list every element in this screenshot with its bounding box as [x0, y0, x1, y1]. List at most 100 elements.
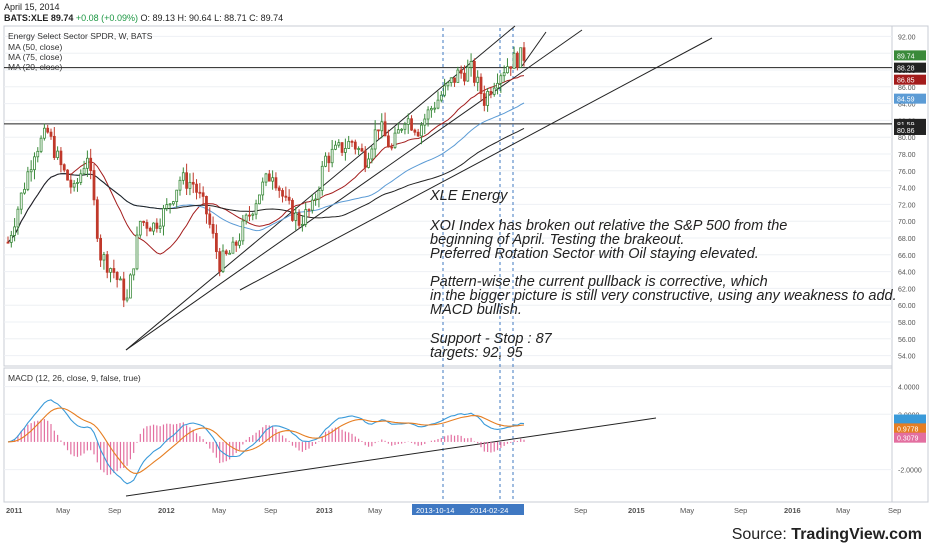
candle-body: [228, 252, 232, 255]
trend-line: [521, 31, 547, 67]
candle-body: [198, 191, 202, 194]
chart-date: April 15, 2014: [4, 2, 60, 12]
candle-body: [515, 52, 519, 68]
candle-body: [165, 204, 169, 209]
candle-body: [119, 278, 122, 281]
candle-body: [310, 199, 314, 211]
macd-pane[interactable]: [3, 367, 893, 503]
candle-body: [367, 158, 370, 168]
time-axis-label: May: [56, 506, 70, 515]
candle-body: [201, 192, 205, 197]
candle-body: [29, 169, 33, 173]
macd-trend-line: [125, 417, 657, 497]
price-tick-label: 72.00: [898, 202, 916, 209]
study-ma-20[interactable]: MA (20, close): [8, 62, 63, 72]
candle-body: [400, 128, 404, 131]
candle-body: [456, 69, 460, 83]
candle-body: [386, 135, 390, 148]
candle-body: [82, 167, 86, 175]
candle-body: [95, 199, 99, 239]
price-tag: [894, 62, 926, 73]
macd-value-tag-label: 0.3079: [897, 436, 919, 443]
candle-body: [463, 72, 466, 82]
macd-pane-title[interactable]: MACD (12, 26, close, 9, false, true): [8, 373, 141, 383]
time-axis-label: Sep: [888, 506, 901, 515]
ohlc-readout: BATS:XLE 89.74 +0.08 (+0.09%) O: 89.13 H…: [4, 13, 283, 23]
trend-line: [239, 37, 713, 291]
price-tag: [894, 118, 926, 129]
candle-body: [300, 223, 304, 226]
annotation-line-5: in the bigger picture is still very cons…: [430, 288, 897, 304]
price-tag-label: 80.86: [897, 128, 915, 135]
candle-body: [191, 181, 195, 185]
candle-body: [251, 213, 255, 216]
price-tick-label: 70.00: [898, 219, 916, 226]
macd-tick-label: 4.0000: [898, 385, 920, 392]
candle-body: [271, 177, 275, 182]
candle-body: [89, 157, 93, 171]
study-ma-50[interactable]: MA (50, close): [8, 42, 63, 52]
candle-body: [26, 171, 30, 190]
candle-body: [175, 189, 179, 203]
price-tick-label: 80.00: [898, 135, 916, 142]
candle-body: [125, 297, 129, 301]
candle-body: [453, 77, 456, 83]
time-axis-label: May: [368, 506, 382, 515]
candle-body: [162, 207, 165, 227]
candle-body: [439, 94, 443, 101]
candle-body: [343, 148, 347, 153]
candle-body: [287, 196, 291, 201]
time-axis-highlight-label: 2013-10-14: [416, 506, 454, 515]
candle-body: [512, 52, 516, 69]
annotation-line-6: MACD bullish.: [430, 302, 522, 318]
open-value: O: 89.13: [140, 13, 175, 23]
price-tick-label: 92.00: [898, 34, 916, 41]
candle-body: [99, 237, 103, 261]
candle-body: [347, 140, 351, 149]
price-tick-label: 86.00: [898, 85, 916, 92]
candle-body: [244, 214, 248, 222]
candle-body: [214, 232, 218, 253]
candle-body: [185, 172, 189, 189]
candle-body: [105, 254, 109, 273]
candle-body: [449, 77, 453, 83]
time-axis-label: Sep: [574, 506, 587, 515]
time-axis-highlight-label: 2014-02-24: [470, 506, 508, 515]
price-change: +0.08 (+0.09%): [75, 13, 138, 23]
candle-body: [135, 234, 139, 270]
candle-body: [466, 66, 470, 82]
annotation-line-2: beginning of April. Testing the brakeout…: [430, 232, 685, 248]
close-value: C: 89.74: [249, 13, 284, 23]
macd-series: [7, 399, 525, 485]
price-tick-label: 58.00: [898, 320, 916, 327]
annotation-heading: XLE Energy: [430, 188, 508, 204]
candle-body: [178, 179, 182, 191]
vertical-marker-lines: [442, 28, 514, 500]
candle-body: [502, 72, 506, 77]
candle-body: [128, 274, 132, 299]
candle-body: [241, 220, 245, 242]
price-tag-label: 86.85: [897, 78, 915, 85]
candle-body: [188, 181, 192, 189]
price-tick-label: 60.00: [898, 303, 916, 310]
candle-body: [499, 75, 503, 84]
annotation-line-3: Preferred Rotation Sector with Oil stayi…: [430, 246, 759, 262]
candle-body: [155, 222, 159, 229]
candlestick-series: [6, 42, 526, 308]
macd-line: [7, 399, 525, 485]
time-highlight-tag: [412, 504, 470, 515]
candle-body: [410, 118, 413, 131]
candle-body: [13, 226, 17, 236]
price-tick-label: 76.00: [898, 169, 916, 176]
candle-body: [393, 132, 397, 148]
price-tick-label: 68.00: [898, 236, 916, 243]
study-ma-75[interactable]: MA (75, close): [8, 52, 63, 62]
time-axis: 2011 May Sep 2012 May Sep 2013 May 2013-10-14 201…: [6, 504, 901, 515]
candle-body: [102, 254, 106, 261]
candle-body: [181, 172, 185, 181]
candle-body: [509, 66, 513, 69]
main-pane-title[interactable]: Energy Select Sector SPDR, W, BATS: [8, 31, 153, 41]
candle-body: [304, 209, 308, 225]
candle-body: [357, 148, 361, 150]
